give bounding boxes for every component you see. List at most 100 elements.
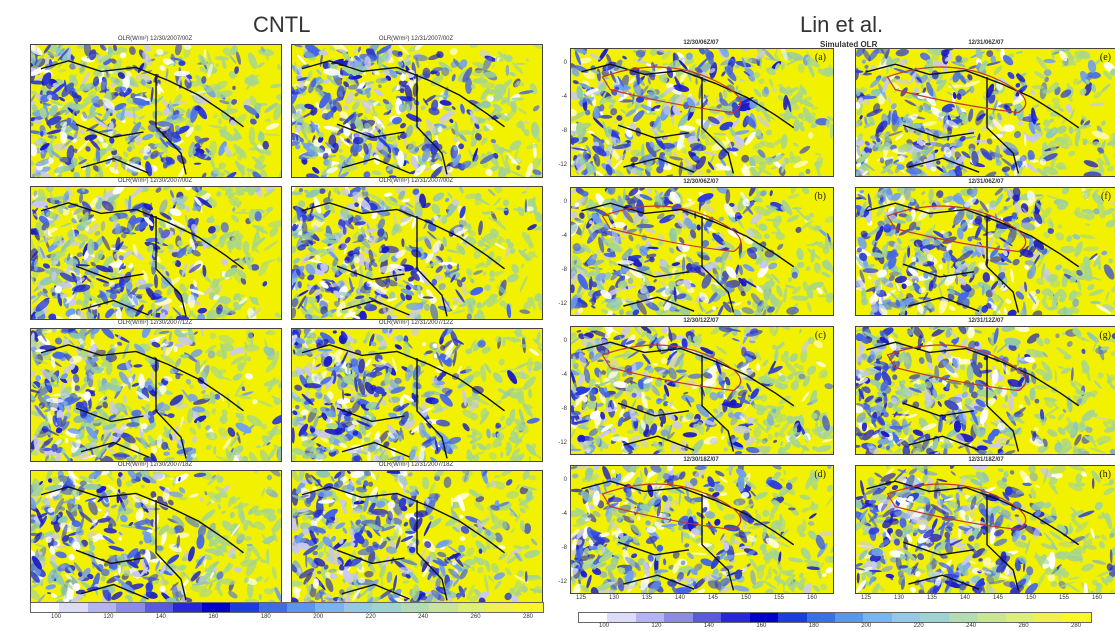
coastline xyxy=(40,60,244,175)
olr-map xyxy=(855,48,1115,177)
coastline xyxy=(866,341,1080,452)
lin-panel: 12/31/06Z/07 (f) xyxy=(855,179,1115,316)
olr-map xyxy=(855,465,1115,594)
panel-tag: (f) xyxy=(1101,191,1111,202)
x-tick-label: 130 xyxy=(894,595,905,601)
olr-map xyxy=(570,187,834,316)
y-tick-label: -8 xyxy=(561,545,567,551)
x-tick-label: 155 xyxy=(774,595,785,601)
olr-map xyxy=(570,465,834,594)
x-tick-label: 145 xyxy=(993,595,1004,601)
cloud-field xyxy=(856,327,1115,454)
panel-title: OLR(W/m²) 12/31/2007/12Z xyxy=(378,320,454,326)
cloud-field xyxy=(571,188,833,315)
colorbar-label: 200 xyxy=(861,623,872,629)
coastline xyxy=(581,63,795,174)
cloud-field xyxy=(856,466,1115,593)
colorbar-lin xyxy=(578,612,1092,623)
colorbar-swatch xyxy=(948,613,978,622)
contour-line xyxy=(886,205,1027,253)
colorbar-label: 140 xyxy=(155,614,166,620)
panel-title: 12/31/12Z/07 xyxy=(968,318,1004,324)
contour-line xyxy=(601,344,742,392)
colorbar-swatch xyxy=(59,603,88,612)
lin-panel: 12/31/06Z/07 (e) xyxy=(855,40,1115,177)
olr-map xyxy=(570,326,834,455)
contour-line xyxy=(886,483,1027,531)
cloud-field xyxy=(856,188,1115,315)
cntl-panel: OLR(W/m²) 12/30/2007/12Z xyxy=(30,320,282,468)
cntl-panel: OLR(W/m²) 12/31/2007/00Z xyxy=(291,36,543,184)
colorbar-swatch xyxy=(1062,613,1091,622)
y-tick-label: 0 xyxy=(563,199,567,205)
colorbar-swatch xyxy=(607,613,636,622)
panel-title: OLR(W/m²) 12/31/2007/00Z xyxy=(378,36,454,42)
y-tick-label: -4 xyxy=(561,94,567,100)
lin-panel: 12/30/06Z/07 (a) xyxy=(570,40,834,177)
panel-title: OLR(W/m²) 12/30/2007/18Z xyxy=(117,462,193,468)
cntl-panel: OLR(W/m²) 12/31/2007/12Z xyxy=(291,320,543,468)
olr-map xyxy=(291,470,543,604)
colorbar-swatch xyxy=(372,603,401,612)
colorbar-swatch xyxy=(87,603,117,612)
cloud-field xyxy=(31,329,281,461)
panel-tag: (a) xyxy=(814,52,826,63)
colorbar-swatch xyxy=(778,613,807,622)
colorbar-swatch xyxy=(343,603,373,612)
colorbar-swatch xyxy=(230,603,259,612)
x-tick-label: 130 xyxy=(609,595,620,601)
lin-panel: 12/30/06Z/07 (b) xyxy=(570,179,834,316)
cloud-field xyxy=(31,45,281,177)
contour-line xyxy=(601,483,742,531)
colorbar-swatch xyxy=(31,603,60,612)
colorbar-swatch xyxy=(429,603,458,612)
coastline xyxy=(301,202,505,317)
colorbar-label: 120 xyxy=(103,614,114,620)
x-tick-label: 135 xyxy=(927,595,938,601)
panel-title: OLR(W/m²) 12/30/2007/00Z xyxy=(117,178,193,184)
colorbar-swatch xyxy=(920,613,949,622)
colorbar-swatch xyxy=(144,603,174,612)
colorbar-label: 240 xyxy=(418,614,429,620)
colorbar-label: 100 xyxy=(50,614,62,620)
coastline xyxy=(301,60,505,175)
panel-title: 12/31/06Z/07 xyxy=(968,40,1004,46)
colorbar-swatch xyxy=(400,603,430,612)
panel-title: 12/31/06Z/07 xyxy=(968,179,1004,185)
panel-title: OLR(W/m²) 12/30/2007/00Z xyxy=(117,36,193,42)
simulated-olr-label: Simulated OLR xyxy=(820,40,878,49)
y-tick-label: -12 xyxy=(558,301,567,307)
panel-tag: (d) xyxy=(814,469,826,480)
colorbar-swatch xyxy=(1034,613,1063,622)
colorbar-swatch xyxy=(514,603,543,612)
contour-line xyxy=(886,344,1027,392)
cloud-field xyxy=(571,327,833,454)
y-tick-label: 0 xyxy=(563,477,567,483)
y-tick-label: -8 xyxy=(561,128,567,134)
panel-tag: (c) xyxy=(814,330,826,341)
panel-tag: (h) xyxy=(1099,469,1111,480)
colorbar-label: 200 xyxy=(313,614,324,620)
y-tick-label: 0 xyxy=(563,338,567,344)
colorbar-swatch xyxy=(1005,613,1034,622)
panel-title: 12/30/06Z/07 xyxy=(683,40,719,46)
colorbar-label: 160 xyxy=(208,614,219,620)
colorbar-swatch xyxy=(173,603,202,612)
cloud-field xyxy=(856,49,1115,176)
cloud-field xyxy=(292,45,542,177)
colorbar-label: 240 xyxy=(966,623,977,629)
coastline xyxy=(40,486,244,601)
olr-map xyxy=(30,44,282,178)
x-tick-label: 135 xyxy=(642,595,653,601)
x-tick-label: 150 xyxy=(1026,595,1037,601)
colorbar-swatch xyxy=(834,613,864,622)
coastline xyxy=(40,202,244,317)
cntl-title: CNTL xyxy=(253,12,311,37)
panel-tag: (g) xyxy=(1099,330,1111,341)
coastline xyxy=(581,480,795,591)
olr-map xyxy=(291,186,543,320)
coastline xyxy=(581,341,795,452)
colorbar-swatch xyxy=(116,603,145,612)
colorbar-swatch xyxy=(486,603,515,612)
colorbar-swatch xyxy=(286,603,316,612)
